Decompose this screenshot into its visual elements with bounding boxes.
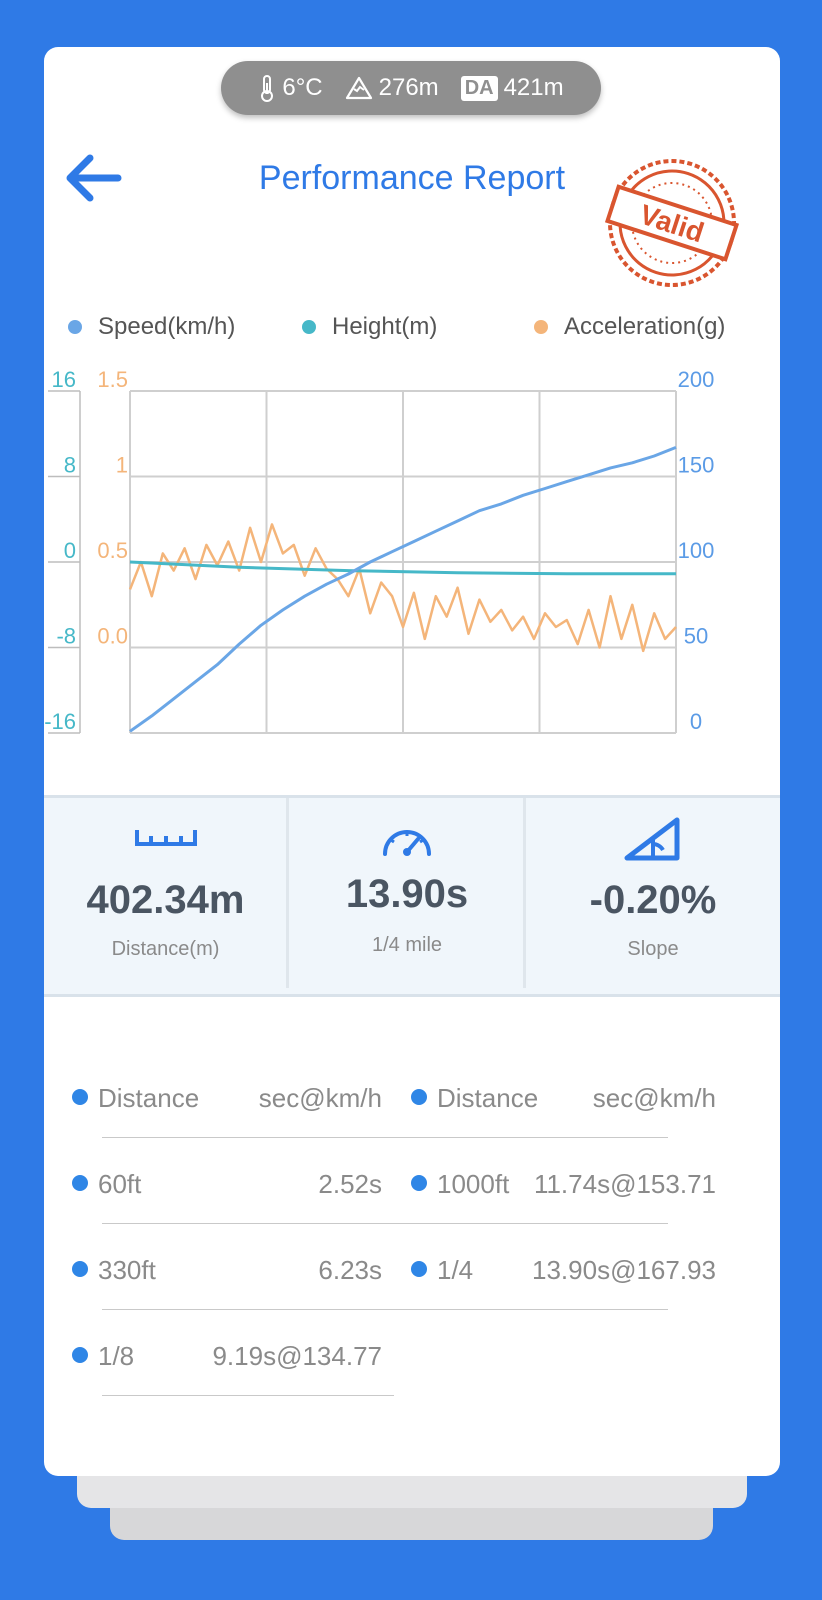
temperature-value: 6°C (282, 74, 323, 101)
table-row: 60ft 2.52s (72, 1161, 382, 1211)
back-button[interactable] (64, 152, 126, 204)
acceleration-tick-label: 0.0 (97, 624, 128, 649)
legend-acceleration-label: Acceleration(g) (564, 313, 726, 340)
legend-acceleration-dot (534, 320, 548, 334)
speed-tick-label: 200 (678, 367, 715, 392)
legend-height-label: Height(m) (332, 313, 438, 340)
density-altitude-value: 421m (503, 74, 564, 101)
split-distance: 1/4 (437, 1255, 474, 1285)
slope-label: Slope (627, 938, 679, 960)
altitude-readout: 276m (345, 74, 439, 102)
table-row: 1/8 9.19s@134.77 (72, 1333, 382, 1383)
legend-height-dot (302, 320, 316, 334)
legend-speed-dot (68, 320, 82, 334)
legend-speed-label: Speed(km/h) (98, 313, 236, 340)
height-tick-label: -8 (56, 624, 76, 649)
distance-value: 402.34m (86, 878, 245, 922)
header-distance-label: Distance (437, 1083, 539, 1113)
speedometer-icon (383, 830, 431, 856)
row-divider (102, 1395, 394, 1396)
legend-speed: Speed(km/h) (68, 313, 235, 341)
split-time: 9.19s@134.77 (212, 1341, 382, 1371)
mountain-icon (345, 76, 372, 100)
table-header-left: Distance sec@km/h (72, 1075, 382, 1125)
table-row: 1/4 13.90s@167.93 (411, 1247, 716, 1297)
performance-report-card: 6°C 276m DA 421m Performance Report Vali… (44, 47, 780, 1476)
header-distance-label: Distance (98, 1083, 200, 1113)
acceleration-tick-label: 0.5 (97, 538, 128, 563)
page-title: Performance Report (258, 159, 566, 197)
table-row: 330ft 6.23s (72, 1247, 382, 1297)
bullet-dot (72, 1089, 88, 1105)
header-sec-kmh-label: sec@km/h (258, 1083, 382, 1113)
header-sec-kmh-label: sec@km/h (592, 1083, 716, 1113)
bullet-dot (72, 1261, 88, 1277)
speed-series-line (129, 446, 677, 733)
acceleration-series-line (128, 523, 677, 653)
chart-legend: Speed(km/h) Height(m) Acceleration(g) (44, 313, 780, 353)
stat-distance: 402.34m Distance(m) (44, 798, 287, 994)
back-arrow-icon (66, 154, 122, 202)
bullet-dot (72, 1175, 88, 1191)
height-tick-label: 0 (64, 538, 76, 563)
density-altitude-readout: DA 421m (460, 74, 564, 102)
slope-value: -0.20% (589, 878, 717, 922)
row-divider (102, 1223, 668, 1224)
stat-divider (523, 798, 526, 988)
height-tick-label: -16 (44, 709, 76, 734)
height-series-line (129, 560, 676, 576)
speed-tick-label: 100 (678, 538, 715, 563)
speed-tick-label: 50 (684, 624, 708, 649)
speed-tick-label: 150 (678, 453, 715, 478)
stat-quarter-mile: 13.90s 1/4 mile (289, 798, 525, 994)
split-time: 11.74s@153.71 (533, 1169, 716, 1199)
split-time: 13.90s@167.93 (532, 1255, 716, 1285)
quarter-mile-label: 1/4 mile (371, 934, 443, 956)
legend-acceleration: Acceleration(g) (534, 313, 725, 341)
bullet-dot (411, 1089, 427, 1105)
split-distance: 60ft (98, 1169, 142, 1199)
acceleration-tick-label: 1 (116, 453, 128, 478)
acceleration-tick-label: 1.5 (97, 367, 128, 392)
split-times-table: Distance sec@km/h Distance sec@km/h 60ft… (44, 1007, 780, 1427)
split-distance: 1000ft (437, 1169, 510, 1199)
summary-stats: 402.34m Distance(m) 13.90s 1/4 mile - (44, 795, 780, 997)
bullet-dot (72, 1347, 88, 1363)
bullet-dot (411, 1175, 427, 1191)
table-row: 1000ft 11.74s@153.71 (411, 1161, 716, 1211)
ruler-icon (134, 830, 197, 846)
distance-label: Distance(m) (111, 938, 220, 960)
performance-chart: 16 8 0 -8 -16 1.5 1 0.5 0.0 200 150 100 50 0 (44, 367, 715, 734)
bullet-dot (411, 1261, 427, 1277)
height-tick-label: 8 (64, 453, 76, 478)
speed-tick-label: 0 (690, 709, 702, 734)
altitude-value: 276m (378, 74, 439, 101)
row-divider (102, 1137, 668, 1138)
legend-height: Height(m) (302, 313, 437, 341)
stat-divider (286, 798, 289, 988)
split-time: 2.52s (318, 1169, 382, 1199)
row-divider (102, 1309, 668, 1310)
valid-stamp: Valid (604, 159, 740, 287)
split-distance: 330ft (98, 1255, 156, 1285)
quarter-mile-value: 13.90s (345, 872, 469, 916)
split-distance: 1/8 (98, 1341, 135, 1371)
split-time: 6.23s (318, 1255, 382, 1285)
thermometer-icon (261, 75, 274, 102)
slope-icon (624, 817, 680, 861)
environment-conditions-pill: 6°C 276m DA 421m (221, 61, 601, 115)
stat-slope: -0.20% Slope (526, 798, 780, 994)
table-header-right: Distance sec@km/h (411, 1075, 716, 1125)
da-badge: DA (460, 75, 498, 101)
height-tick-label: 16 (52, 367, 76, 392)
temperature-readout: 6°C (258, 74, 323, 102)
